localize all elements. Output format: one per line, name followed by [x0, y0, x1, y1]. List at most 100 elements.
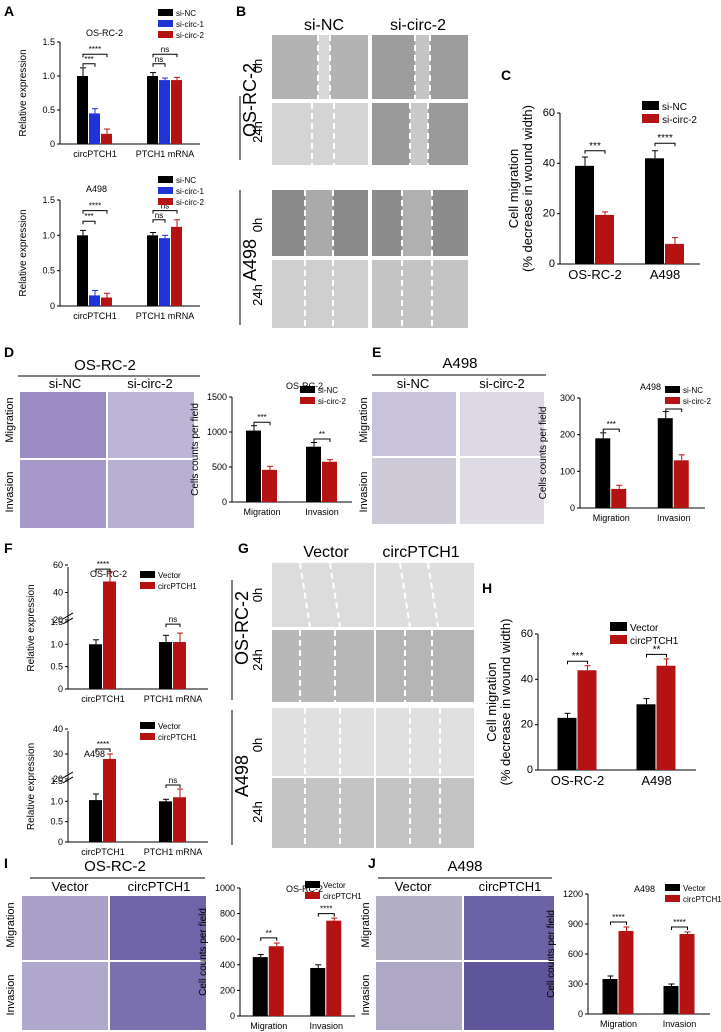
panel-b-col-label-sinc: si-NC — [304, 17, 344, 34]
panel-e-title: A498 — [442, 355, 477, 372]
bar — [595, 438, 611, 508]
y-tick-label: 0 — [578, 1009, 583, 1019]
legend-label: si-NC — [683, 386, 703, 395]
x-tick-label: circPTCH1 — [73, 311, 117, 321]
y-tick-label: 0 — [222, 497, 227, 507]
panel-d-title: OS-RC-2 — [74, 357, 136, 374]
bar — [246, 430, 261, 502]
legend-swatch — [305, 881, 320, 888]
x-tick-label: Invasion — [305, 507, 339, 517]
y-tick-label: 600 — [568, 949, 583, 959]
x-tick-label: Invasion — [657, 513, 691, 523]
legend-label: si-circ-2 — [176, 31, 205, 40]
bar — [618, 931, 634, 1014]
y-tick-label: 500 — [212, 462, 227, 472]
chart-f-osrc2: 0 0.5 1.0 1.520 40 60 Relative expression OS-RC… — [26, 560, 208, 704]
legend-label: circPTCH1 — [158, 582, 197, 591]
y-axis-label: Cell migration — [484, 662, 499, 741]
significance-label: *** — [84, 55, 93, 64]
y-axis-label: (% decrease in wound width) — [498, 619, 513, 786]
y-tick-label: 0.5 — [42, 266, 55, 276]
y-tick-label: 0 — [50, 301, 55, 311]
legend-label: si-circ-2 — [662, 115, 697, 126]
bar — [171, 226, 182, 306]
panel-label-i: I — [4, 855, 8, 871]
legend-swatch — [665, 386, 680, 393]
legend-label: Vector — [323, 881, 346, 890]
panel-label-j: J — [368, 855, 376, 871]
chart-a-a498: 0 0.5 1.0 1.5 Relative expression A498 circPTC… — [18, 176, 205, 321]
bar — [322, 461, 337, 502]
y-tick-label: 1200 — [563, 889, 583, 899]
bar — [103, 758, 116, 842]
legend-label: si-circ-2 — [176, 198, 205, 207]
legend-label: si-NC — [176, 9, 196, 18]
bar — [557, 717, 577, 770]
panel-i-row-invasion: Invasion — [5, 975, 17, 1016]
bar — [159, 238, 170, 306]
significance-label: ** — [266, 929, 272, 938]
y-tick-label: 40 — [543, 157, 555, 169]
significance-label: ** — [671, 400, 677, 409]
y-axis-label: Relative expression — [26, 584, 37, 671]
panel-b-row-0h-a498: 0h — [250, 218, 265, 232]
x-tick-label: circPTCH1 — [81, 694, 125, 704]
x-tick-label: circPTCH1 — [81, 847, 125, 857]
axis-break — [62, 612, 74, 625]
y-axis-label: Cells counts per field — [190, 403, 201, 496]
panel-i-transwell-images: OS-RC-2 Vector circPTCH1 Migration Invas… — [5, 858, 206, 1030]
panel-g-group-osrc2: OS-RC-2 — [232, 591, 252, 665]
significance-bracket — [665, 408, 683, 412]
significance-bracket — [165, 784, 181, 789]
y-tick-label: 800 — [220, 909, 235, 919]
panel-label-d: D — [4, 344, 14, 360]
panel-label-f: F — [4, 540, 13, 556]
bar — [306, 446, 321, 502]
panel-b-micrographs — [272, 35, 468, 328]
panel-b-row-24h-a498: 24h — [250, 284, 265, 306]
significance-bracket — [313, 438, 331, 442]
significance-label: *** — [572, 651, 584, 662]
legend-swatch — [158, 9, 173, 16]
y-axis-label: (% decrease in wound width) — [520, 105, 535, 272]
chart-c-migration: 0 20 40 60 Cell migration (% decrease in woun… — [506, 101, 700, 282]
significance-bracket — [82, 53, 108, 58]
legend-swatch — [158, 198, 173, 205]
legend-swatch — [140, 722, 155, 729]
bar — [147, 235, 158, 306]
panel-g-row-24h-a498: 24h — [250, 801, 265, 823]
y-tick-label: 100 — [560, 466, 575, 476]
chart-j-counts: 0 300 600 900 1200 Cell counts per field A498 M… — [546, 884, 721, 1029]
panel-j-title: A498 — [447, 858, 482, 875]
legend-swatch — [158, 187, 173, 194]
bar — [310, 968, 326, 1016]
x-tick-label: Invasion — [309, 1021, 343, 1031]
legend-swatch — [158, 31, 173, 38]
y-tick-label: 1.0 — [50, 796, 63, 806]
legend-label: Vector — [158, 722, 181, 731]
significance-label: ns — [155, 211, 163, 220]
significance-label: **** — [612, 913, 624, 922]
y-axis-label: Cells counts per field — [538, 407, 549, 500]
panel-e-row-migration: Migration — [358, 397, 370, 442]
legend-swatch — [305, 892, 320, 899]
significance-label: **** — [97, 740, 109, 749]
y-tick-label: 60 — [543, 107, 555, 119]
panel-e-row-invasion: Invasion — [358, 472, 370, 513]
significance-bracket — [602, 428, 620, 433]
y-axis-label: Relative expression — [18, 49, 29, 136]
chart-a-osrc2: 0 0.5 1.0 1.5 Relative expression OS-RC-2 circ… — [18, 9, 205, 159]
chart-i-counts: 0 200 400 600 800 1000 Cell counts per field OS… — [198, 881, 362, 1031]
y-tick-label: 1.5 — [42, 195, 55, 205]
legend-swatch — [158, 176, 173, 183]
y-tick-label: 1500 — [207, 392, 227, 402]
y-tick-label: 0 — [58, 837, 63, 847]
x-tick-label: OS-RC-2 — [568, 267, 621, 282]
y-tick-label: 20 — [521, 719, 533, 731]
y-tick-label: 900 — [568, 919, 583, 929]
y-tick-label: 0 — [230, 1011, 235, 1021]
bar — [665, 243, 684, 264]
panel-e-transwell-images: A498 si-NC si-circ-2 Migration Invasion — [358, 355, 546, 524]
x-tick-label: PTCH1 mRNA — [136, 311, 195, 321]
y-tick-label: 1.0 — [50, 639, 63, 649]
